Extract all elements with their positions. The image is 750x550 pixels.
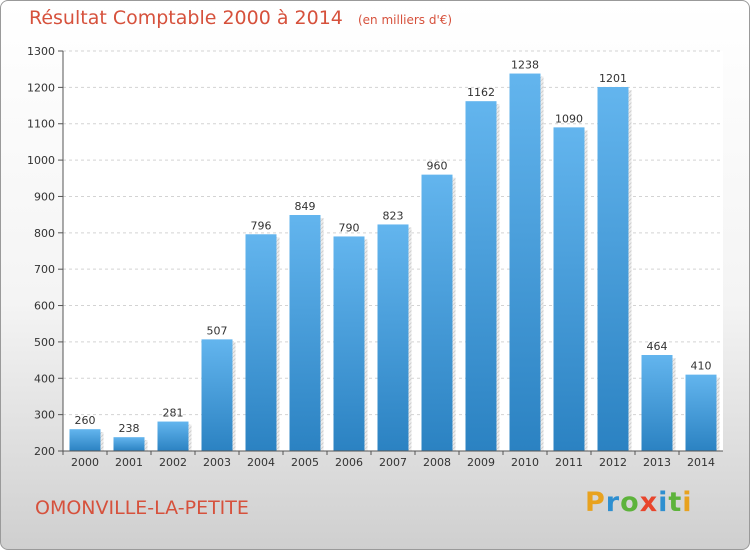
bar <box>201 339 233 451</box>
location-name: OMONVILLE-LA-PETITE <box>35 497 249 519</box>
y-tick-label: 700 <box>34 263 55 276</box>
x-tick-label: 2004 <box>247 456 275 469</box>
bar <box>289 215 321 451</box>
brand-letter: P <box>585 487 606 518</box>
bar <box>245 234 277 451</box>
y-tick-label: 1300 <box>27 45 55 58</box>
data-label: 260 <box>75 414 96 427</box>
brand-letter: x <box>639 487 659 518</box>
x-tick-label: 2008 <box>423 456 451 469</box>
data-labels-layer: 260 238 281 507 796 849 790 823 960 1162 1238 1090 1… <box>75 59 712 436</box>
data-label: 281 <box>163 407 184 420</box>
x-tick-label: 2010 <box>511 456 539 469</box>
bar <box>509 73 541 451</box>
data-label: 796 <box>251 219 272 232</box>
bar <box>113 437 145 451</box>
y-tick-label: 500 <box>34 336 55 349</box>
y-tick-label: 1100 <box>27 118 55 131</box>
y-tick-label: 800 <box>34 227 55 240</box>
chart-title: Résultat Comptable 2000 à 2014 <box>29 7 343 29</box>
bar <box>641 355 673 451</box>
brand-letter: o <box>620 487 640 518</box>
data-label: 507 <box>207 324 228 337</box>
bar-chart: 260 238 281 507 796 849 790 823 960 1162 1238 1090 1… <box>27 45 723 469</box>
x-tick-label: 2013 <box>643 456 671 469</box>
axis-layer: 200 300 400 500 600 700 800 900 1000 1100 1200 1300… <box>27 45 723 469</box>
x-tick-label: 2012 <box>599 456 627 469</box>
brand-letter: t <box>668 487 683 518</box>
y-tick-label: 300 <box>34 409 55 422</box>
data-label: 1238 <box>511 59 539 72</box>
y-tick-label: 600 <box>34 300 55 313</box>
brand-letter: i <box>682 487 693 518</box>
chart-title-line: Résultat Comptable 2000 à 2014 (en milli… <box>29 7 452 35</box>
bar <box>553 127 585 451</box>
x-tick-label: 2009 <box>467 456 495 469</box>
x-tick-label: 2003 <box>203 456 231 469</box>
bar <box>377 224 409 451</box>
chart-subtitle: (en milliers d'€) <box>357 13 453 27</box>
brand-letter: r <box>605 487 621 518</box>
bars-layer <box>69 73 720 452</box>
brand-letter: i <box>658 487 669 518</box>
data-label: 960 <box>427 160 448 173</box>
bar <box>465 101 497 451</box>
bar <box>597 87 629 451</box>
y-tick-label: 200 <box>34 445 55 458</box>
data-label: 464 <box>647 340 668 353</box>
brand-logo: Proxiti <box>585 487 693 518</box>
x-tick-label: 2007 <box>379 456 407 469</box>
x-tick-label: 2005 <box>291 456 319 469</box>
bar <box>685 374 717 451</box>
data-label: 1090 <box>555 112 583 125</box>
bar <box>333 236 365 451</box>
y-tick-label: 400 <box>34 372 55 385</box>
data-label: 238 <box>119 422 140 435</box>
y-tick-label: 1200 <box>27 81 55 94</box>
x-tick-label: 2006 <box>335 456 363 469</box>
x-tick-label: 2001 <box>115 456 143 469</box>
data-label: 790 <box>339 221 360 234</box>
bar <box>69 429 101 451</box>
data-label: 849 <box>295 200 316 213</box>
data-label: 1201 <box>599 72 627 85</box>
x-tick-label: 2000 <box>71 456 99 469</box>
x-tick-label: 2014 <box>687 456 715 469</box>
x-tick-label: 2011 <box>555 456 583 469</box>
data-label: 823 <box>383 209 404 222</box>
bar <box>421 174 453 452</box>
y-tick-label: 1000 <box>27 154 55 167</box>
bar <box>157 421 189 451</box>
y-tick-label: 900 <box>34 190 55 203</box>
x-tick-label: 2002 <box>159 456 187 469</box>
data-label: 410 <box>691 360 712 373</box>
data-label: 1162 <box>467 86 495 99</box>
